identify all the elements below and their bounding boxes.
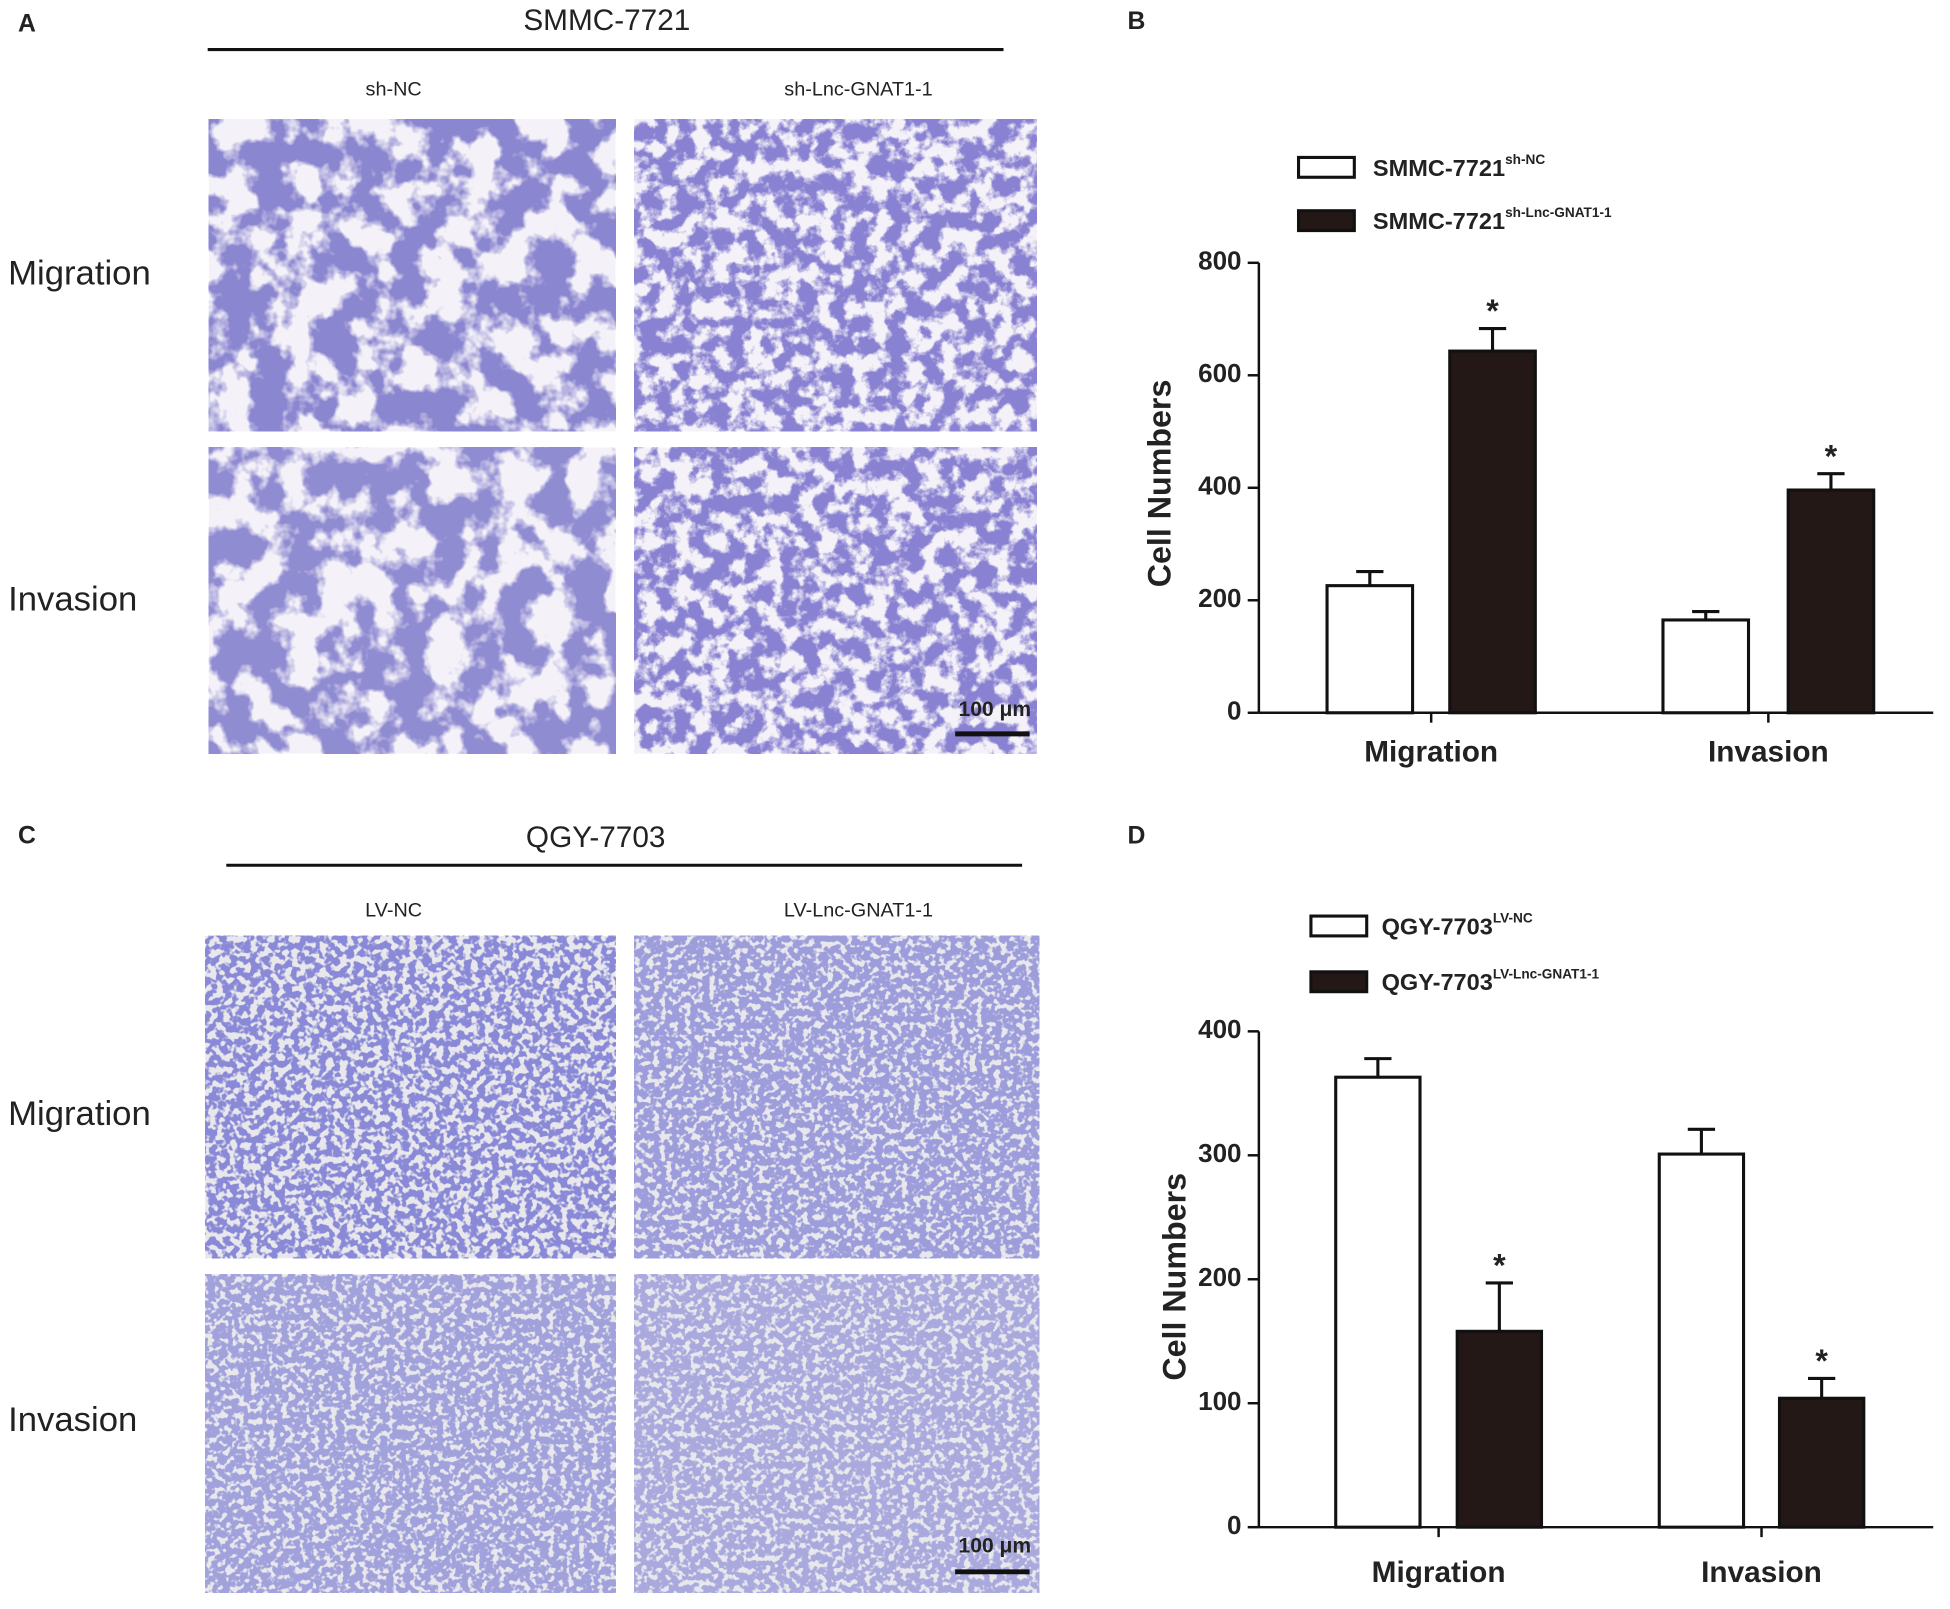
micrograph-stain <box>205 1274 616 1593</box>
legend-superscript: sh-NC <box>1505 152 1545 167</box>
x-tick-label: Invasion <box>1701 1556 1822 1589</box>
y-tick-label: 400 <box>1198 471 1241 501</box>
legend-superscript: LV-Lnc-GNAT1-1 <box>1493 966 1600 981</box>
bar <box>1325 584 1415 715</box>
legend-swatch <box>1296 209 1356 233</box>
micrograph-stain <box>634 447 1037 754</box>
row-label: Migration <box>8 254 151 292</box>
panel-label: C <box>18 822 36 849</box>
legend-label: QGY-7703LV-Lnc-GNAT1-1 <box>1382 966 1600 996</box>
panel-label: B <box>1127 8 1145 35</box>
y-tick-label: 800 <box>1198 246 1241 276</box>
column-label: LV-NC <box>365 899 422 921</box>
legend-name: SMMC-7721 <box>1373 208 1505 234</box>
micrograph-stain <box>205 935 616 1259</box>
cell-line-title: QGY-7703 <box>526 821 665 854</box>
column-label: sh-Lnc-GNAT1-1 <box>784 79 932 101</box>
legend-swatch <box>1309 914 1369 938</box>
x-tick-label: Invasion <box>1708 736 1829 769</box>
y-tick-label: 600 <box>1198 358 1241 388</box>
legend-name: QGY-7703 <box>1382 914 1493 940</box>
bar <box>1448 349 1537 715</box>
significance-mark: * <box>1486 293 1499 329</box>
panel-label: A <box>18 10 36 37</box>
significance-mark: * <box>1493 1248 1506 1284</box>
bar <box>1661 618 1751 715</box>
row-label: Invasion <box>8 580 137 618</box>
legend-name: SMMC-7721 <box>1373 155 1505 181</box>
micrograph-stain <box>634 119 1037 432</box>
legend-superscript: sh-Lnc-GNAT1-1 <box>1505 205 1612 220</box>
legend-swatch <box>1296 155 1356 179</box>
legend-name: QGY-7703 <box>1382 969 1493 995</box>
panel-label: D <box>1127 822 1145 849</box>
legend-label: QGY-7703LV-NC <box>1382 910 1533 940</box>
significance-mark: * <box>1815 1343 1828 1379</box>
bar <box>1657 1152 1746 1529</box>
y-tick-label: 0 <box>1227 1510 1241 1540</box>
cell-line-title: SMMC-7721 <box>523 4 690 37</box>
y-tick-label: 400 <box>1198 1014 1241 1044</box>
y-tick-label: 100 <box>1198 1386 1241 1416</box>
scale-bar-label: 100 μm <box>959 1535 1032 1558</box>
micrograph-stain <box>208 119 616 432</box>
row-label: Invasion <box>8 1401 137 1439</box>
y-axis-label: Cell Numbers <box>1142 380 1178 588</box>
legend-swatch <box>1309 970 1369 994</box>
bar <box>1786 488 1876 715</box>
micrograph-stain <box>208 447 616 754</box>
column-label: LV-Lnc-GNAT1-1 <box>784 899 933 921</box>
legend-label: SMMC-7721sh-NC <box>1373 152 1545 182</box>
x-tick-label: Migration <box>1364 736 1498 769</box>
bar <box>1334 1075 1422 1529</box>
y-tick-label: 200 <box>1198 1262 1241 1292</box>
y-tick-label: 300 <box>1198 1138 1241 1168</box>
legend-superscript: LV-NC <box>1493 910 1533 925</box>
y-axis-label: Cell Numbers <box>1157 1173 1193 1381</box>
micrograph-stain <box>634 1274 1040 1593</box>
bar <box>1455 1329 1544 1529</box>
legend-label: SMMC-7721sh-Lnc-GNAT1-1 <box>1373 205 1612 235</box>
column-label: sh-NC <box>366 79 422 101</box>
row-label: Migration <box>8 1095 151 1133</box>
scale-bar-label: 100 μm <box>959 698 1032 721</box>
significance-mark: * <box>1825 438 1838 474</box>
x-tick-label: Migration <box>1372 1556 1506 1589</box>
y-tick-label: 200 <box>1198 583 1241 613</box>
bar <box>1777 1396 1866 1529</box>
y-tick-label: 0 <box>1227 696 1241 726</box>
micrograph-stain <box>634 935 1040 1259</box>
